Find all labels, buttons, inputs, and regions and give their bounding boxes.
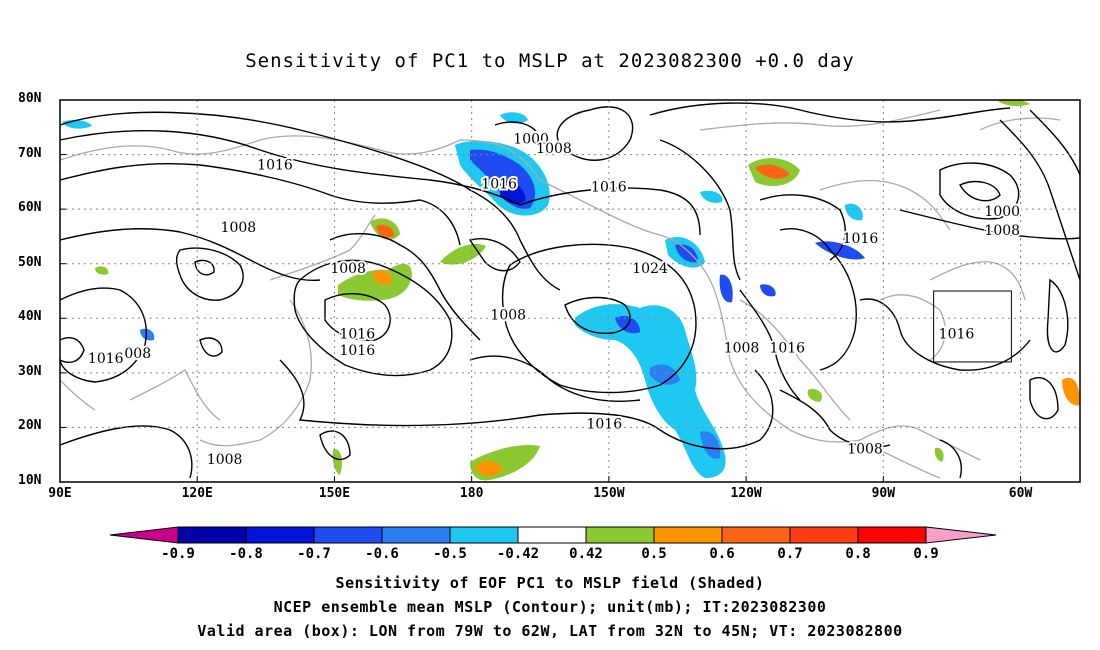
contour-label: 1008	[536, 141, 572, 157]
map-frame	[59, 99, 1081, 483]
shade-pos-misc2	[807, 389, 823, 402]
colorbar-segment	[449, 526, 519, 544]
colorbar-segment	[585, 526, 655, 544]
shade-neg-pacific-band	[575, 304, 726, 478]
colorbar-tick-label: 0.5	[641, 546, 667, 562]
shade-pos-bering	[440, 243, 486, 265]
shade-pos-misc3	[934, 447, 944, 462]
contour-label: 1016	[843, 231, 879, 247]
contour-label: 1000	[984, 204, 1020, 220]
colorbar-tick-label: 0.7	[777, 546, 803, 562]
shade-pos-canada-arctic-core	[755, 164, 790, 179]
valid-area-box	[933, 290, 1012, 363]
colorbar-tick-label: 0.6	[709, 546, 735, 562]
shade-neg-misc1	[760, 284, 776, 297]
lon-label: 180	[459, 486, 484, 501]
colorbar-tick-label: 0.9	[913, 546, 939, 562]
colorbar-tick-label: -0.9	[161, 546, 195, 562]
caption-line-3: Valid area (box): LON from 79W to 62W, L…	[197, 622, 903, 640]
mslp-contours	[59, 102, 1081, 479]
colorbar-segment	[381, 526, 451, 544]
shade-neg-pacific-core1	[650, 364, 680, 385]
contour-label: 1008	[221, 220, 257, 236]
map-title: Sensitivity of PC1 to MSLP at 2023082300…	[245, 50, 855, 72]
contour-label: 1016	[481, 177, 517, 193]
lat-label: 10N	[18, 473, 42, 488]
contour-label: 1016	[586, 417, 622, 433]
colorbar-tick-label: 0.8	[845, 546, 871, 562]
contour-label: 1016	[939, 327, 975, 343]
colorbar-tick-label: -0.42	[496, 546, 540, 562]
gridlines	[60, 100, 1080, 482]
colorbar-segment	[245, 526, 315, 544]
lon-label: 150W	[593, 486, 625, 501]
contour-label: 1016	[257, 157, 293, 173]
lon-label: 60W	[1008, 486, 1033, 501]
colorbar-segment	[789, 526, 859, 544]
lon-label: 150E	[318, 486, 351, 501]
colorbar-segment	[517, 526, 587, 544]
lat-label: 80N	[18, 91, 42, 106]
shade-pos-atlantic	[1062, 377, 1080, 406]
colorbar-tick-label: 0.42	[569, 546, 603, 562]
shade-neg-misc4	[700, 190, 723, 203]
lat-label: 70N	[18, 145, 42, 161]
colorbar-tick-label: -0.7	[297, 546, 331, 562]
shade-pos-arctic-right	[998, 99, 1030, 107]
caption-line-1: Sensitivity of EOF PC1 to MSLP field (Sh…	[335, 574, 765, 592]
lon-label: 120W	[730, 486, 762, 501]
contour-label: 1016	[88, 351, 124, 367]
colorbar-segment	[721, 526, 791, 544]
colorbar-tick-label: -0.5	[433, 546, 467, 562]
shade-pos-misc1	[332, 449, 343, 475]
contour-label: 1016	[339, 327, 375, 343]
lat-label: 40N	[18, 309, 42, 325]
colorbar-segment	[653, 526, 723, 544]
shade-neg-gulf-alaska-core	[675, 244, 698, 263]
contour-label: 1008	[207, 452, 243, 468]
shade-pos-kamchatka-core	[376, 224, 395, 238]
shade-neg-westcoast	[719, 274, 733, 303]
shade-neg-arctic	[500, 112, 528, 124]
contour-label: 1008	[724, 340, 760, 356]
coastlines	[59, 109, 1061, 479]
contour-label: 1008	[984, 223, 1020, 239]
shade-pos-tropics-core	[475, 460, 502, 477]
contour-label: 1008	[847, 441, 883, 457]
shade-neg-misc2	[140, 328, 155, 341]
colorbar-segment	[177, 526, 247, 544]
contour-label: 1024	[632, 261, 668, 277]
shade-neg-misc3	[62, 119, 92, 129]
shade-neg-pacific-core3	[700, 431, 721, 459]
colorbar-tick-label: -0.8	[229, 546, 263, 562]
contour-label: 1000	[513, 131, 549, 147]
shade-neg-bc	[845, 203, 863, 221]
colorbar-tick-label: -0.6	[365, 546, 399, 562]
colorbar-low-triangle	[109, 526, 179, 544]
colorbar-segment	[857, 526, 927, 544]
caption-line-2: NCEP ensemble mean MSLP (Contour); unit(…	[273, 598, 827, 616]
lon-label: 120E	[181, 486, 213, 501]
contour-label: 1008	[490, 308, 526, 324]
contour-label: 1016	[769, 340, 805, 356]
colorbar-high-triangle	[925, 526, 997, 544]
shade-pos-japan-core	[372, 270, 392, 285]
lat-label: 30N	[18, 363, 42, 379]
contour-label: 1008	[330, 261, 366, 277]
colorbar	[109, 526, 997, 544]
contour-label: 1016	[339, 343, 375, 359]
lon-label: 90W	[871, 486, 896, 501]
contour-label: 008	[124, 346, 151, 362]
lat-label: 50N	[18, 254, 42, 270]
axis-ticks	[59, 99, 1022, 483]
shade-pos-misc4	[95, 266, 109, 275]
colorbar-segment	[313, 526, 383, 544]
shade-pos-japan	[338, 263, 412, 301]
lat-label: 60N	[18, 200, 42, 216]
lat-label: 20N	[18, 418, 42, 434]
lon-label: 90E	[48, 486, 72, 501]
contour-label: 1016	[591, 179, 627, 195]
